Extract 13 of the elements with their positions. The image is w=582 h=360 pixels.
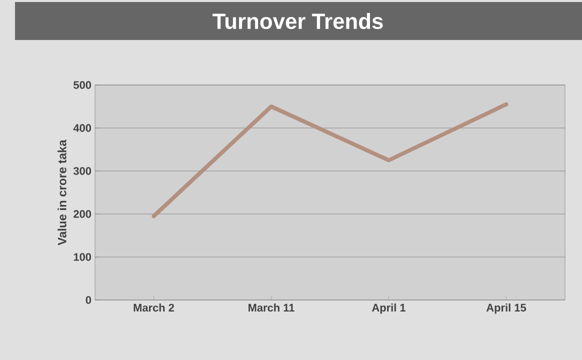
- y-axis-title: Value in crore taka: [58, 140, 66, 246]
- y-tick-label: 500: [74, 81, 92, 89]
- x-tick-label: March 2: [134, 304, 174, 312]
- y-tick-label: 100: [74, 253, 92, 261]
- chart-title: Turnover Trends: [212, 12, 383, 30]
- x-tick-label: April 15: [486, 304, 526, 314]
- x-tick-label: April 1: [372, 304, 406, 314]
- y-tick-label: 400: [73, 124, 92, 132]
- y-tick-label: 300: [73, 167, 92, 175]
- y-tick-label: 200: [74, 210, 92, 218]
- x-tick-label: March 11: [248, 304, 294, 312]
- y-tick-label: 0: [86, 296, 92, 304]
- line-series: [152, 102, 508, 218]
